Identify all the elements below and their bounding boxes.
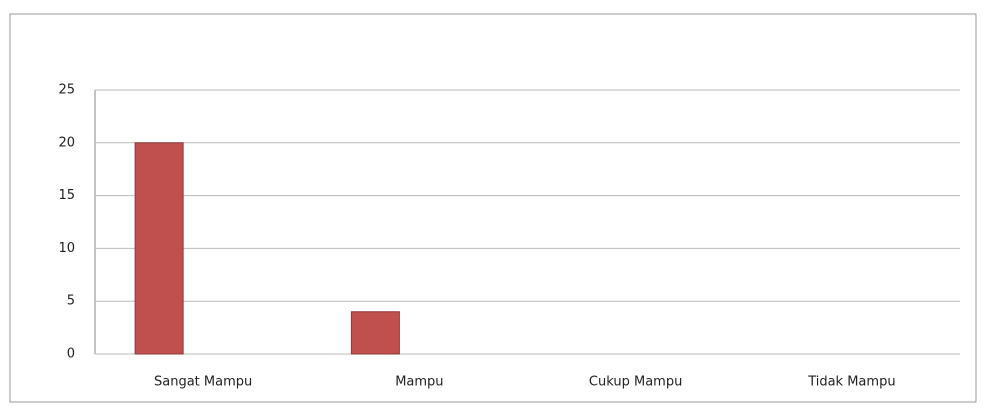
x-tick-label: Tidak Mampu bbox=[807, 375, 895, 390]
y-tick-label: 25 bbox=[58, 83, 75, 98]
y-tick-label: 10 bbox=[58, 241, 75, 256]
x-tick-label: Cukup Mampu bbox=[589, 375, 682, 390]
y-tick-label: 0 bbox=[67, 347, 75, 362]
y-tick-label: 15 bbox=[58, 188, 75, 203]
bar bbox=[350, 311, 400, 355]
x-tick-label: Sangat Mampu bbox=[154, 375, 252, 390]
y-tick-label: 5 bbox=[67, 294, 75, 309]
y-tick-label: 20 bbox=[58, 135, 75, 150]
x-tick-label: Mampu bbox=[395, 375, 443, 390]
bar bbox=[134, 142, 184, 355]
